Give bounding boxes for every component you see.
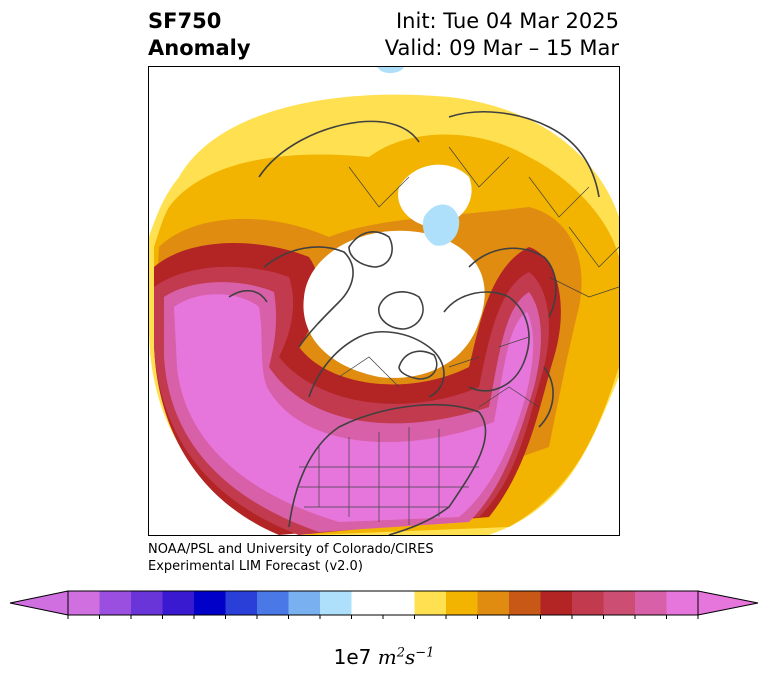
colorbar-segment xyxy=(99,591,132,615)
valid-range: Valid: 09 Mar – 15 Mar xyxy=(384,36,619,60)
colorbar-segment xyxy=(194,591,226,615)
credit-line-2: Experimental LIM Forecast (v2.0) xyxy=(148,559,363,574)
colorbar-segment xyxy=(414,591,447,615)
units-prefix: 1e7 xyxy=(333,645,372,669)
credit-text: NOAA/PSL and University of Colorado/CIRE… xyxy=(148,541,434,575)
title-variable: SF750 xyxy=(148,9,222,33)
map-title: SF750 Anomaly xyxy=(148,8,251,62)
units-m-exp: 2 xyxy=(396,645,405,661)
colorbar-segment xyxy=(288,591,321,615)
colorbar-segment xyxy=(603,591,636,615)
colorbar-segment xyxy=(509,591,541,615)
contour-neutral xyxy=(303,230,485,378)
colorbar-segment xyxy=(572,591,604,615)
colorbar-segment xyxy=(162,591,195,615)
title-field: Anomaly xyxy=(148,36,251,60)
colorbar-ticks: -1.0-0.9-0.8-0.7-0.6-0.5-0.4-0.3-0.2-0.1… xyxy=(67,615,699,619)
coastlines xyxy=(228,111,600,535)
credit-line-1: NOAA/PSL and University of Colorado/CIRE… xyxy=(148,542,434,557)
colorbar-segments xyxy=(68,591,699,615)
colorbar-segment xyxy=(666,591,699,615)
forecast-dates: Init: Tue 04 Mar 2025 Valid: 09 Mar – 15… xyxy=(385,8,619,62)
init-date: Init: Tue 04 Mar 2025 xyxy=(395,9,619,33)
colorbar-units: 1e7 m2s−1 xyxy=(0,645,768,669)
colorbar-segment xyxy=(257,591,289,615)
units-s: s xyxy=(404,645,416,669)
units-s-exp: −1 xyxy=(415,645,435,661)
colorbar-segment xyxy=(477,591,510,615)
colorbar-over-arrow xyxy=(697,590,759,616)
colorbar-segment xyxy=(635,591,667,615)
colorbar: -1.0-0.9-0.8-0.7-0.6-0.5-0.4-0.3-0.2-0.1… xyxy=(9,590,759,619)
contour-neg-0-1-top xyxy=(377,67,404,74)
colorbar-segment xyxy=(446,591,478,615)
colorbar-segment xyxy=(225,591,258,615)
contour-neg-0-1 xyxy=(422,204,460,246)
contour-0-9 xyxy=(174,294,534,522)
colorbar-segment xyxy=(68,591,100,615)
map-panel xyxy=(148,66,620,536)
colorbar-segment xyxy=(131,591,163,615)
colorbar-segment xyxy=(320,591,352,615)
colorbar-segment xyxy=(351,591,384,615)
borders xyxy=(299,146,619,525)
colorbar-segment xyxy=(383,591,415,615)
anomaly-map xyxy=(149,67,619,535)
colorbar-segment xyxy=(540,591,573,615)
units-m: m xyxy=(377,645,397,669)
colorbar-under-arrow xyxy=(9,590,69,616)
